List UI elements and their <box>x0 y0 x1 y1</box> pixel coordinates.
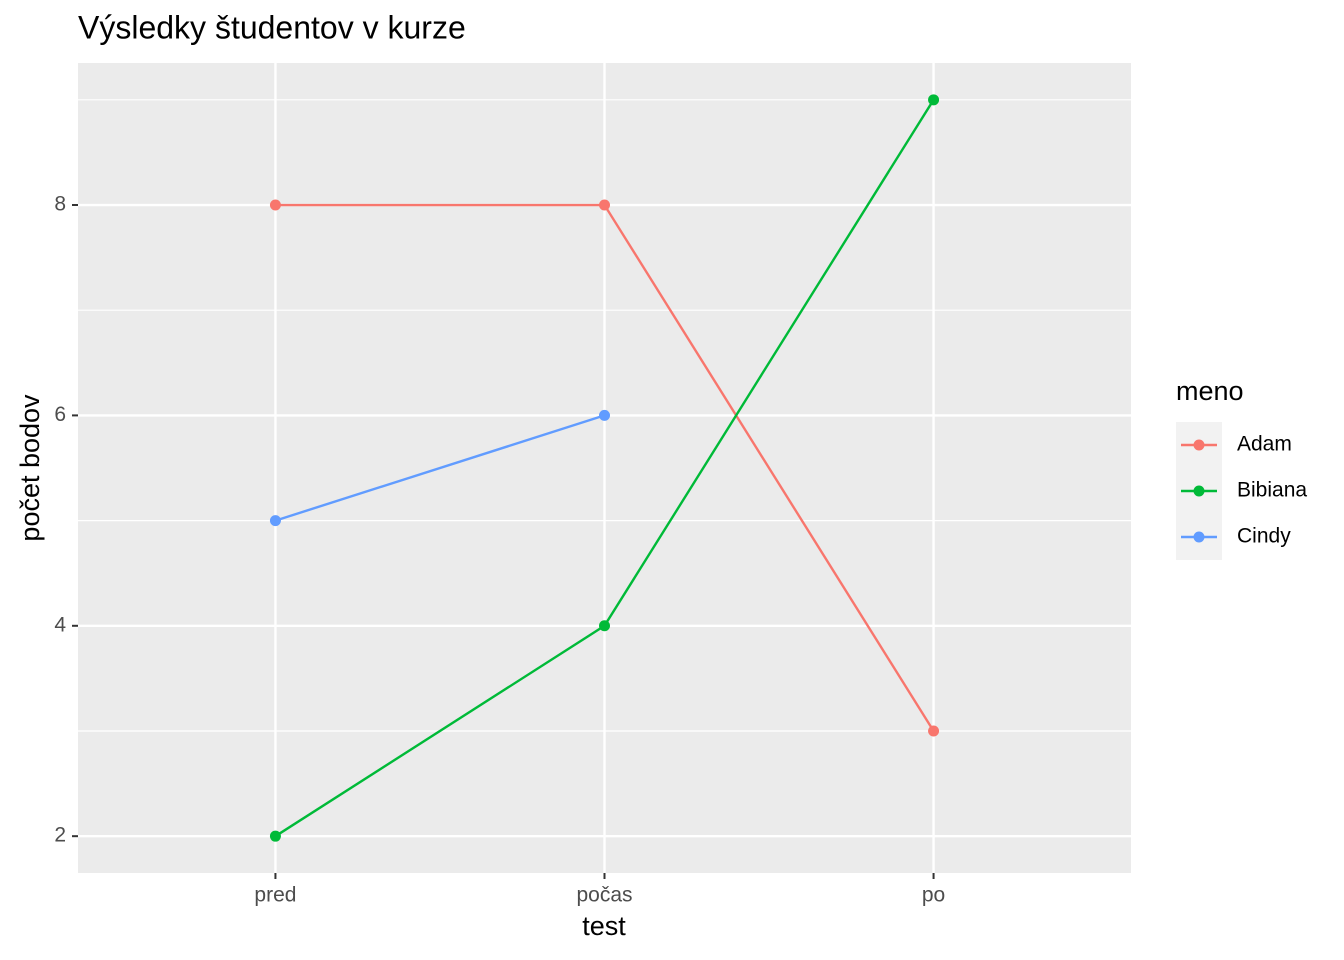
data-point <box>269 830 281 842</box>
data-point <box>599 199 610 211</box>
y-tick-label: 2 <box>54 824 66 847</box>
chart-title: Výsledky študentov v kurze <box>78 9 466 45</box>
legend-title: meno <box>1176 376 1244 406</box>
x-tick-label: po <box>922 884 945 907</box>
y-axis-label: počet bodov <box>15 394 45 542</box>
x-axis-label: test <box>582 911 626 941</box>
y-tick-label: 4 <box>54 613 66 636</box>
legend-label: Bibiana <box>1237 479 1307 502</box>
series-line <box>275 414 605 522</box>
y-tick-label: 8 <box>54 193 66 216</box>
y-tick-label: 6 <box>54 403 66 426</box>
legend-point <box>1193 531 1205 543</box>
x-tick-label: počas <box>576 884 632 907</box>
legend-label: Cindy <box>1237 525 1291 548</box>
legend: Adam Bibiana Cindy <box>1176 422 1307 560</box>
data-point <box>269 199 281 211</box>
data-point <box>269 515 281 527</box>
legend-point <box>1193 439 1205 451</box>
data-point <box>599 409 610 421</box>
x-tick-label: pred <box>254 884 296 907</box>
legend-point <box>1193 485 1205 497</box>
data-point <box>928 94 940 106</box>
data-point <box>928 725 940 737</box>
legend-label: Adam <box>1237 433 1292 456</box>
data-point <box>599 620 610 632</box>
marks <box>269 94 940 842</box>
